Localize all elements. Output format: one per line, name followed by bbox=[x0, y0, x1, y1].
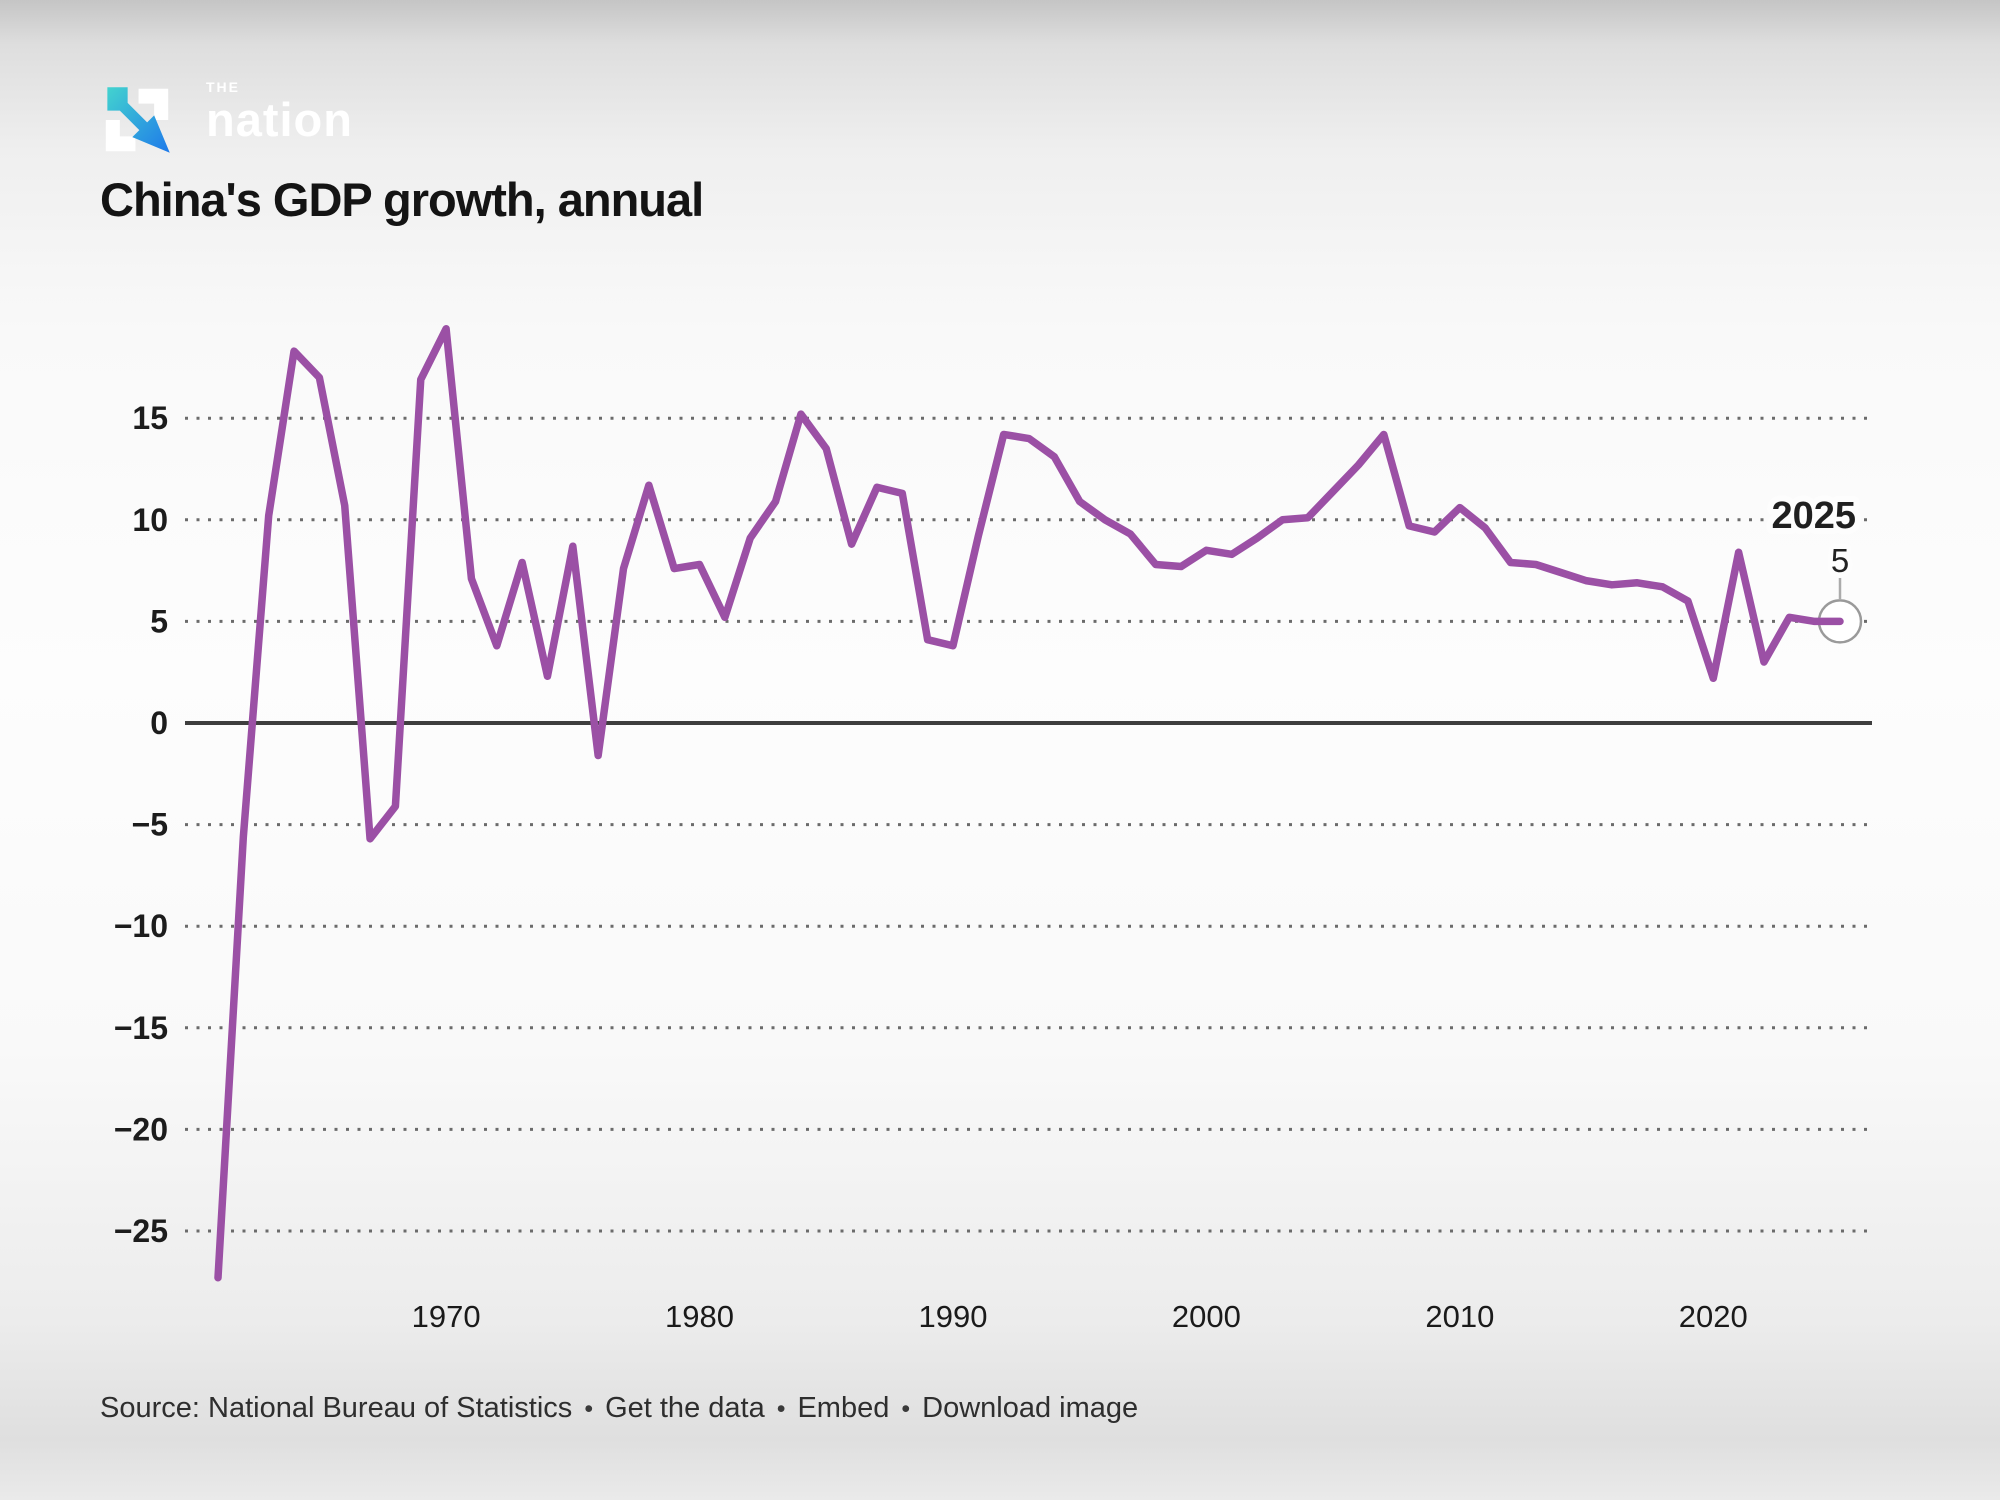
footer-links: • Get the data • Embed • Download image bbox=[572, 1392, 1138, 1425]
y-tick-label: −20 bbox=[114, 1111, 168, 1147]
footer-link-get-the-data[interactable]: Get the data bbox=[605, 1392, 765, 1424]
x-tick-label: 2010 bbox=[1425, 1299, 1494, 1334]
y-tick-label: 0 bbox=[150, 705, 168, 741]
gdp-growth-line bbox=[214, 325, 1844, 1282]
x-tick-label: 1980 bbox=[665, 1299, 734, 1334]
nation-n-arrow-icon bbox=[105, 87, 170, 153]
y-tick-label: 15 bbox=[132, 400, 168, 436]
footer-separator: • bbox=[584, 1395, 594, 1423]
x-tick-label: 2020 bbox=[1679, 1299, 1748, 1334]
footer-link-download-image[interactable]: Download image bbox=[922, 1392, 1139, 1424]
footer: Source: National Bureau of Statistics • G… bbox=[100, 1392, 1138, 1425]
x-tick-label: 2000 bbox=[1172, 1299, 1241, 1334]
y-tick-label: −25 bbox=[114, 1213, 168, 1249]
footer-separator: • bbox=[901, 1395, 911, 1423]
footer-source: Source: National Bureau of Statistics bbox=[100, 1392, 573, 1424]
logo-white-bottom-left bbox=[105, 120, 136, 152]
logo-the-label: THE bbox=[206, 79, 240, 95]
logo-text: THE nation bbox=[206, 80, 353, 143]
y-tick-label: −5 bbox=[132, 807, 168, 843]
x-tick-label: 1990 bbox=[918, 1299, 987, 1334]
logo-white-top-right bbox=[138, 88, 169, 120]
annotation-year-label: 2025 bbox=[1771, 495, 1856, 537]
y-tick-label: 10 bbox=[132, 502, 168, 538]
y-tick-label: 5 bbox=[150, 603, 168, 639]
footer-separator: • bbox=[776, 1395, 786, 1423]
logo-nation-label: nation bbox=[206, 93, 353, 146]
annotation-value-label: 5 bbox=[1831, 542, 1849, 579]
footer-link-embed[interactable]: Embed bbox=[797, 1392, 890, 1424]
logo-arrow bbox=[107, 87, 170, 153]
y-tick-label: −15 bbox=[114, 1010, 168, 1046]
page-title: China's GDP growth, annual bbox=[100, 173, 704, 226]
x-tick-label: 1970 bbox=[412, 1299, 481, 1334]
nation-logo: THE nation bbox=[98, 78, 353, 162]
y-tick-label: −10 bbox=[114, 908, 168, 944]
